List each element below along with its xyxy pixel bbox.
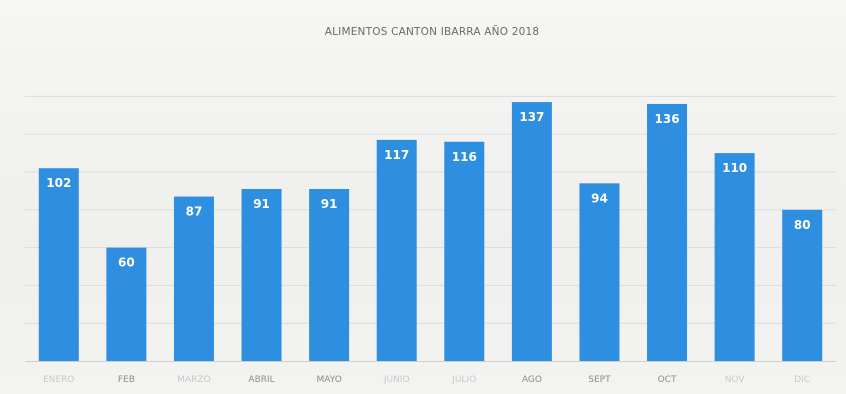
bar-ago: [511, 102, 552, 361]
tick-label-nov: NOV: [725, 375, 746, 385]
tick-label-julio: JULIO: [451, 375, 476, 385]
data-label-julio: 116: [452, 150, 477, 164]
data-label-mayo: 91: [321, 197, 338, 211]
data-label-enero: 102: [46, 176, 71, 190]
bar-feb: [106, 247, 147, 361]
tick-label-enero: ENERO: [43, 375, 74, 385]
bar-enero: [38, 168, 79, 361]
data-labels: 102 60 87 91 91 117 116 137 94 136 110 80: [46, 110, 810, 270]
data-label-feb: 60: [118, 256, 135, 270]
data-label-ago: 137: [519, 110, 544, 124]
data-label-oct: 136: [655, 112, 680, 126]
bar-marzo: [173, 196, 214, 361]
bars: [38, 102, 823, 362]
data-label-dic: 80: [794, 218, 811, 232]
tick-label-feb: FEB: [118, 375, 135, 385]
chart-title: ALIMENTOS CANTON IBARRA AÑO 2018: [325, 25, 540, 38]
bar-junio: [376, 139, 417, 361]
tick-label-dic: DIC: [794, 375, 810, 385]
data-label-abril: 91: [253, 197, 270, 211]
bar-abril: [241, 189, 282, 361]
tick-label-oct: OCT: [658, 375, 677, 385]
bar-sept: [579, 183, 620, 361]
tick-label-sept: SEPT: [588, 375, 611, 385]
data-label-marzo: 87: [186, 205, 203, 219]
bar-dic: [782, 209, 823, 361]
data-label-sept: 94: [591, 191, 608, 205]
x-axis-tick-labels: ENERO FEB MARZO ABRIL MAYO JUNIO JULIO AGO SEPT O…: [43, 375, 810, 385]
bar-julio: [444, 141, 485, 361]
data-label-junio: 117: [384, 148, 409, 162]
bar-oct: [647, 103, 688, 362]
tick-label-ago: AGO: [522, 375, 542, 385]
tick-label-mayo: MAYO: [316, 375, 341, 385]
bar-nov: [714, 153, 755, 361]
tick-label-abril: ABRIL: [248, 375, 274, 385]
bar-mayo: [309, 189, 350, 361]
tick-label-marzo: MARZO: [177, 375, 210, 385]
tick-label-junio: JUNIO: [383, 375, 410, 385]
data-label-nov: 110: [722, 161, 747, 175]
gridlines: [25, 95, 836, 324]
